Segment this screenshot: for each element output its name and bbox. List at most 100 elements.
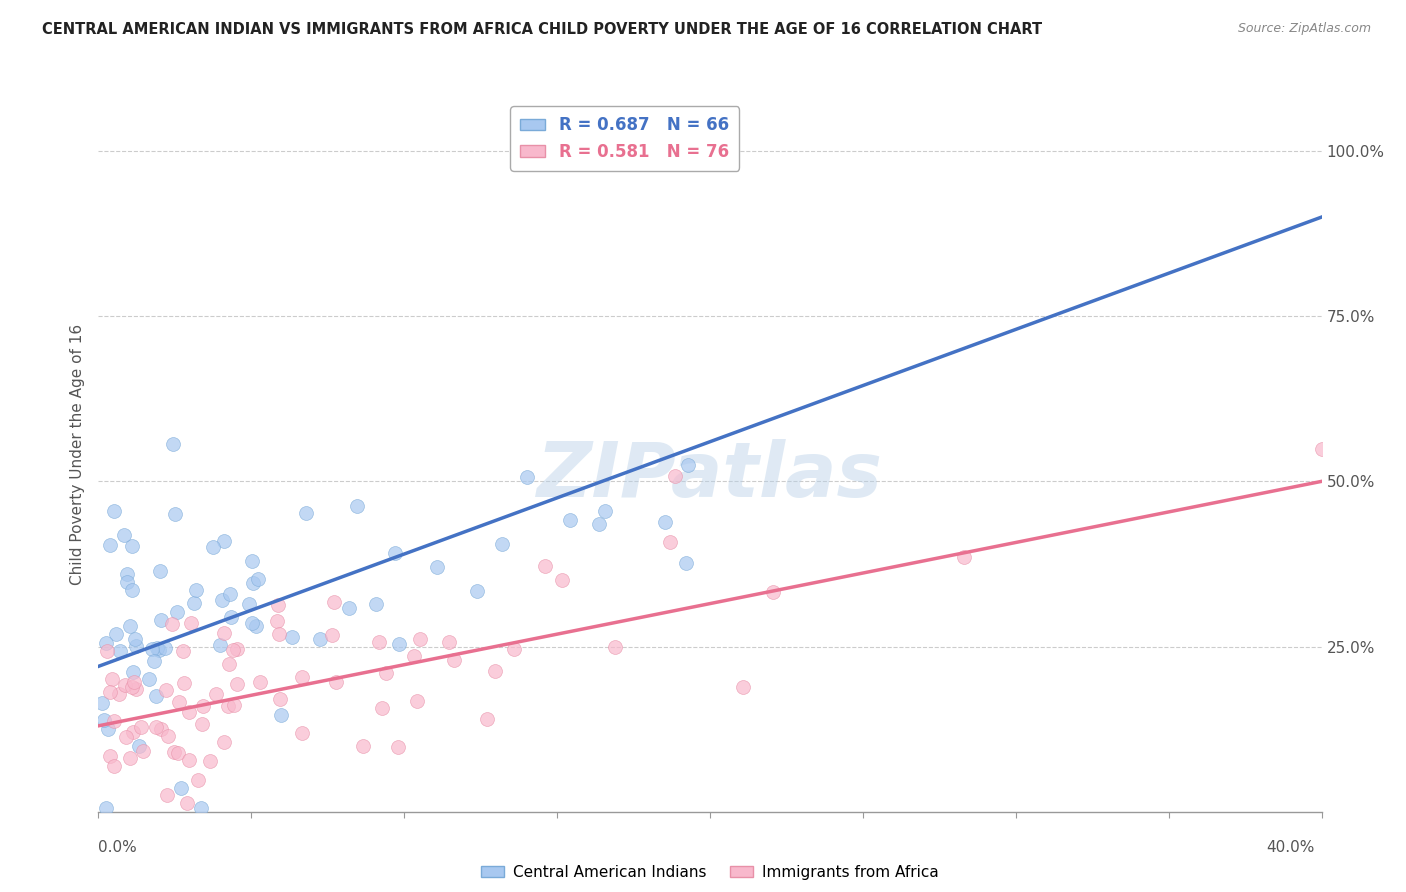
Point bbox=[325, 675, 347, 690]
Point bbox=[221, 610, 243, 624]
Point bbox=[145, 720, 167, 734]
Point bbox=[266, 615, 288, 629]
Point bbox=[245, 619, 267, 633]
Point bbox=[150, 723, 173, 737]
Point bbox=[108, 687, 131, 701]
Point bbox=[138, 672, 160, 686]
Point bbox=[675, 556, 697, 570]
Point bbox=[114, 730, 136, 744]
Point bbox=[339, 600, 361, 615]
Point bbox=[104, 627, 127, 641]
Point bbox=[281, 630, 304, 644]
Point bbox=[103, 714, 125, 729]
Point bbox=[366, 597, 388, 611]
Point bbox=[141, 641, 163, 656]
Point bbox=[208, 639, 231, 653]
Point bbox=[150, 613, 173, 627]
Point bbox=[96, 636, 118, 650]
Text: 40.0%: 40.0% bbox=[1267, 840, 1315, 855]
Point bbox=[121, 665, 143, 680]
Point bbox=[218, 657, 240, 672]
Point bbox=[477, 712, 499, 726]
Point bbox=[176, 796, 198, 810]
Point bbox=[191, 717, 214, 731]
Point bbox=[187, 773, 209, 788]
Point bbox=[402, 648, 425, 663]
Point bbox=[162, 437, 184, 451]
Point bbox=[211, 593, 233, 607]
Point bbox=[654, 515, 676, 529]
Point bbox=[352, 739, 374, 753]
Point bbox=[170, 781, 193, 796]
Point bbox=[125, 682, 148, 697]
Point bbox=[125, 639, 148, 653]
Point bbox=[103, 504, 125, 518]
Point bbox=[1310, 442, 1333, 456]
Point bbox=[676, 458, 699, 472]
Point bbox=[145, 690, 167, 704]
Point bbox=[953, 549, 976, 564]
Y-axis label: Child Poverty Under the Age of 16: Child Poverty Under the Age of 16 bbox=[69, 325, 84, 585]
Point bbox=[184, 582, 207, 597]
Legend: Central American Indians, Immigrants from Africa: Central American Indians, Immigrants fro… bbox=[475, 859, 945, 886]
Point bbox=[658, 535, 681, 549]
Point bbox=[387, 739, 409, 754]
Point bbox=[193, 698, 215, 713]
Point bbox=[212, 734, 235, 748]
Point bbox=[437, 635, 460, 649]
Point bbox=[560, 513, 582, 527]
Point bbox=[101, 672, 124, 686]
Point bbox=[145, 640, 167, 655]
Point bbox=[98, 748, 121, 763]
Point bbox=[226, 677, 249, 691]
Point bbox=[270, 708, 292, 723]
Point bbox=[124, 632, 146, 646]
Point bbox=[240, 554, 263, 568]
Point bbox=[291, 726, 314, 740]
Point bbox=[157, 729, 180, 743]
Point bbox=[97, 722, 120, 736]
Point bbox=[246, 572, 269, 586]
Point bbox=[426, 559, 449, 574]
Point bbox=[90, 696, 112, 710]
Point bbox=[242, 576, 264, 591]
Point bbox=[177, 705, 200, 719]
Point bbox=[98, 538, 121, 552]
Text: CENTRAL AMERICAN INDIAN VS IMMIGRANTS FROM AFRICA CHILD POVERTY UNDER THE AGE OF: CENTRAL AMERICAN INDIAN VS IMMIGRANTS FR… bbox=[42, 22, 1042, 37]
Point bbox=[593, 504, 616, 518]
Point bbox=[291, 670, 314, 684]
Point bbox=[103, 758, 125, 772]
Point bbox=[142, 654, 165, 668]
Point bbox=[551, 573, 574, 587]
Point bbox=[96, 801, 118, 815]
Point bbox=[115, 575, 138, 590]
Point bbox=[212, 533, 235, 548]
Point bbox=[179, 753, 201, 767]
Point bbox=[96, 643, 118, 657]
Point bbox=[121, 724, 143, 739]
Point bbox=[180, 615, 202, 630]
Point bbox=[371, 701, 394, 715]
Point bbox=[664, 469, 686, 483]
Point bbox=[388, 637, 411, 651]
Point bbox=[269, 627, 291, 641]
Point bbox=[155, 682, 177, 697]
Point bbox=[165, 507, 187, 521]
Point bbox=[129, 720, 152, 734]
Point bbox=[516, 470, 538, 484]
Point bbox=[166, 747, 188, 761]
Point bbox=[128, 739, 150, 754]
Text: 0.0%: 0.0% bbox=[98, 840, 138, 855]
Point bbox=[731, 680, 754, 694]
Point bbox=[160, 616, 183, 631]
Point bbox=[124, 674, 146, 689]
Point bbox=[148, 642, 170, 657]
Point bbox=[346, 499, 368, 513]
Point bbox=[534, 559, 557, 574]
Point bbox=[153, 640, 176, 655]
Point bbox=[167, 695, 190, 709]
Point bbox=[222, 698, 245, 712]
Point bbox=[603, 640, 626, 654]
Point bbox=[173, 675, 195, 690]
Point bbox=[266, 598, 288, 612]
